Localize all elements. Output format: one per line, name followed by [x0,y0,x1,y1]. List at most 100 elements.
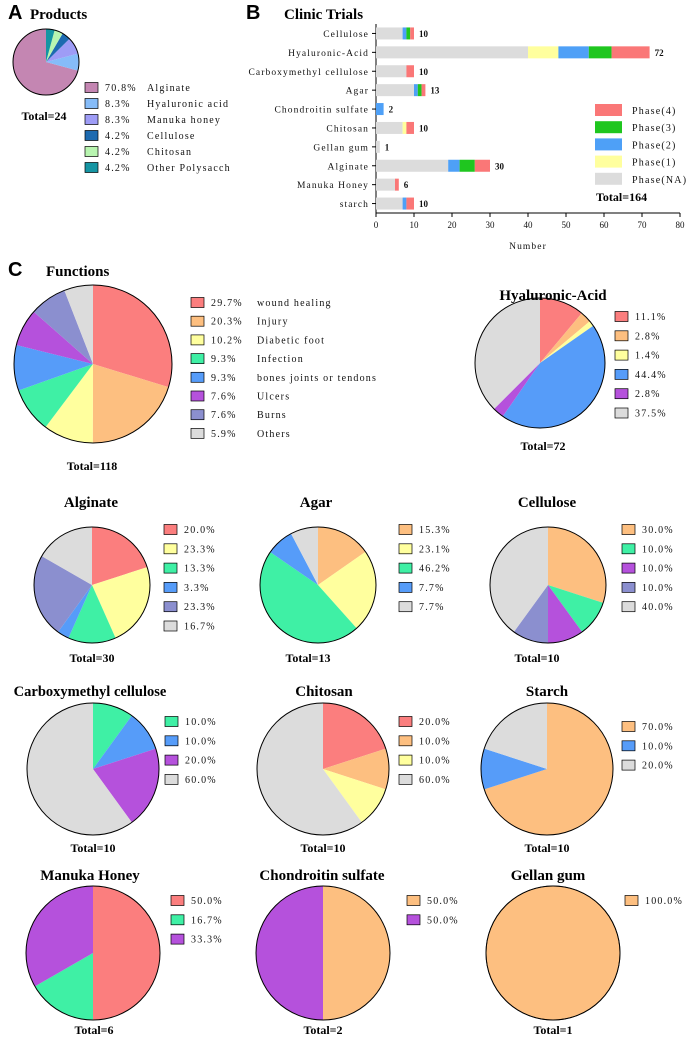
pie-slice [480,748,547,790]
legend-swatch [163,524,178,535]
legend-percent: 13.3% [184,564,216,575]
legend-percent: 20.0% [419,717,451,728]
bar-total-label: 6 [404,180,409,190]
legend-label: Chitosan [147,147,192,158]
bar-total-label: 13 [430,86,440,96]
pie-slice [318,551,376,629]
bar-segment [410,27,414,40]
chart-title: Alginate [64,495,119,511]
legend-swatch [164,716,179,727]
legend-percent: 8.3% [105,99,131,110]
legend-swatch [621,721,636,732]
pie-slice [92,567,150,638]
legend-percent: 4.2% [105,163,131,174]
charts-layer: Products Total=24 70.8% Alginate 8.3% Hyaluro… [12,7,686,1037]
bar-segment [402,121,407,134]
legend-swatch [595,138,622,151]
legend-label: Hyaluronic acid [147,99,229,110]
category-label: Chitosan [326,124,369,134]
bar-segment [376,121,403,134]
legend-swatch [170,895,185,906]
legend-percent: 44.4% [635,370,667,381]
bar-segment [406,27,411,40]
legend-swatch [163,620,178,632]
legend-swatch [595,155,622,168]
pie-slice [34,556,92,633]
total-label: Total=10 [300,841,345,855]
legend-percent: 23.3% [184,544,216,555]
legend-swatch [190,297,205,308]
legend-percent: 7.7% [419,583,445,594]
legend-percent: 50.0% [427,896,459,907]
pie-slice [548,527,606,603]
legend-swatch [398,543,413,555]
legend-percent: 10.0% [642,544,674,555]
total-label: Total=1 [533,1023,572,1037]
pie-slice [494,363,540,417]
legend-swatch [621,524,636,535]
chart-title: Chondroitin sulfate [259,868,385,884]
pie-chart-functions: Functions Total=118 29.7% wound healing 20.3… [13,264,376,473]
legend-swatch [621,740,636,752]
legend-label: Phase(1) [632,158,677,169]
pie-slice [93,285,173,388]
legend-percent: 29.7% [211,298,243,309]
bar-segment [459,159,475,172]
pie-outline [26,702,160,836]
legend-swatch [614,388,629,400]
legend-swatch [190,409,205,421]
legend-swatch [406,895,421,906]
pie-slice [16,311,93,364]
total-label: Total=10 [524,841,569,855]
legend-percent: 8.3% [105,115,131,126]
chart-title: Gellan gum [511,868,586,884]
legend-percent: 20.0% [184,525,216,536]
pie-slice [93,715,156,769]
pie-slice [502,325,606,429]
pie-outline [13,284,173,444]
bar-total-label: 10 [419,29,429,39]
legend-swatch [170,914,185,926]
pie-chart-alginate: Alginate Total=30 20.0% 23.3% 13.3% 3.3% 23.3%… [33,495,216,665]
panel-letter-b: B [246,2,260,24]
bar-segment [588,46,612,59]
pie-slice [540,313,590,363]
chart-title: Carboxymethyl cellulose [14,684,167,700]
pie-slice [548,585,604,632]
legend-label: Diabetic foot [257,335,325,346]
pie-slice [45,364,93,443]
legend-swatch [621,562,636,574]
pie-chart-products: Products Total=24 70.8% Alginate 8.3% Hyaluro… [12,7,230,174]
pie-slice [92,527,148,585]
category-label: Agar [346,87,369,97]
pie-slice [92,364,169,444]
legend-swatch [621,759,636,771]
category-label: Hyaluronic-Acid [288,49,369,59]
legend-swatch [398,735,413,747]
total-label: Total=24 [21,109,66,123]
legend-percent: 23.1% [419,544,451,555]
pie-slice [46,33,70,62]
pie-slice [68,585,116,644]
legend-percent: 4.2% [105,147,131,158]
legend-swatch [398,601,413,613]
pie-slice [93,886,160,1020]
legend-swatch [398,524,413,535]
legend-swatch [164,735,179,747]
pie-slice [13,344,93,391]
legend-percent: 20.3% [211,317,243,328]
bar-segment [448,159,460,172]
legend-swatch [190,428,205,439]
legend-percent: 10.0% [419,736,451,747]
bar-segment [421,84,426,97]
legend-swatch [164,774,179,785]
legend-percent: 10.0% [642,583,674,594]
legend-swatch [164,754,179,766]
chart-title: Cellulose [518,495,577,511]
legend-swatch [84,162,99,173]
bar-segment [417,84,422,97]
total-label: Total=72 [520,439,565,453]
bar-segment [406,65,414,78]
pie-outline [485,885,621,1021]
